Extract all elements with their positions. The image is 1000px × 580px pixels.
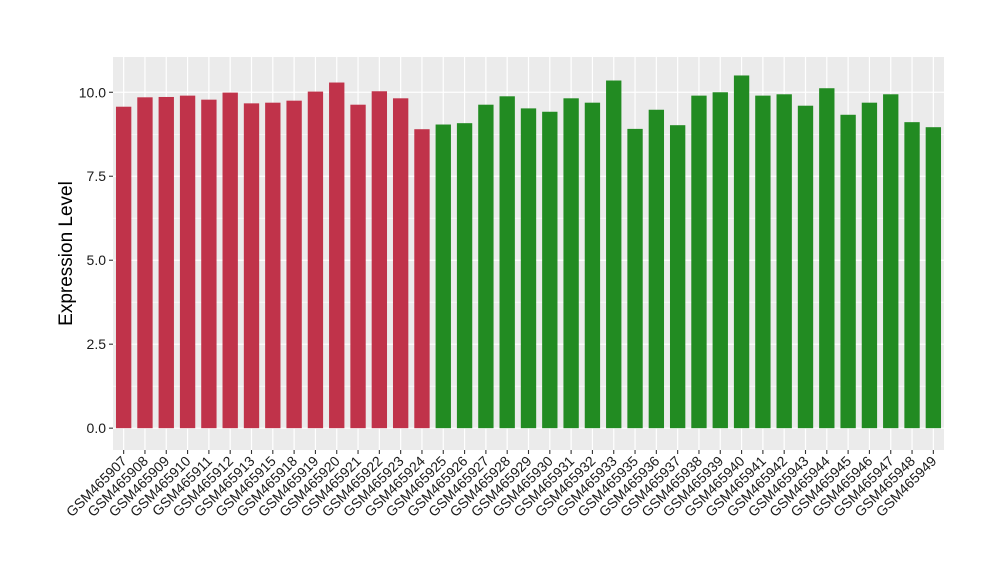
bar-GSM465925	[435, 124, 451, 429]
y-tick-label: 10.0	[79, 84, 106, 100]
bar-GSM465948	[904, 122, 920, 429]
bar-GSM465932	[584, 102, 601, 429]
bar-GSM465931	[563, 98, 579, 429]
bar-GSM465944	[819, 88, 835, 429]
bar-GSM465910	[179, 95, 196, 429]
bar-GSM465933	[606, 80, 622, 429]
bar-GSM465943	[797, 105, 814, 429]
bar-GSM465929	[520, 108, 537, 429]
y-axis-title: Expression Level	[56, 181, 77, 326]
bar-GSM465911	[201, 99, 217, 429]
bar-GSM465918	[286, 100, 302, 429]
bar-GSM465909	[158, 96, 174, 429]
bar-GSM465949	[925, 127, 942, 429]
bar-GSM465921	[350, 104, 366, 429]
bar-GSM465928	[499, 96, 515, 429]
bar-GSM465936	[648, 109, 665, 429]
bar-GSM465923	[392, 98, 409, 429]
bar-GSM465907	[115, 106, 132, 429]
bar-GSM465946	[861, 102, 878, 429]
bar-GSM465945	[840, 114, 856, 429]
bar-GSM465920	[329, 82, 345, 429]
bar-GSM465927	[478, 104, 494, 429]
bar-GSM465922	[371, 91, 388, 429]
bar-GSM465915	[265, 102, 281, 429]
bar-GSM465935	[627, 128, 643, 429]
bar-GSM465913	[243, 103, 260, 429]
x-axis: GSM465907GSM465908GSM465909GSM465910GSM4…	[63, 450, 940, 520]
bar-GSM465924	[414, 129, 430, 429]
bar-GSM465941	[755, 95, 771, 429]
bar-GSM465919	[307, 91, 324, 429]
y-tick-label: 7.5	[87, 168, 107, 184]
y-axis: 0.0 2.5 5.0 7.5 10.0	[79, 84, 113, 436]
bar-GSM465942	[776, 94, 792, 429]
bar-GSM465938	[691, 95, 707, 429]
bar-GSM465926	[456, 123, 473, 429]
bar-GSM465912	[222, 92, 238, 429]
y-tick-label: 5.0	[87, 252, 107, 268]
y-tick-label: 0.0	[87, 420, 107, 436]
y-tick-label: 2.5	[87, 336, 107, 352]
bar-GSM465939	[712, 92, 728, 429]
bar-GSM465947	[883, 94, 899, 429]
bar-GSM465930	[542, 111, 558, 429]
bars	[115, 75, 942, 429]
bar-GSM465937	[669, 125, 686, 429]
bar-GSM465940	[733, 75, 750, 429]
bar-GSM465908	[137, 97, 153, 429]
